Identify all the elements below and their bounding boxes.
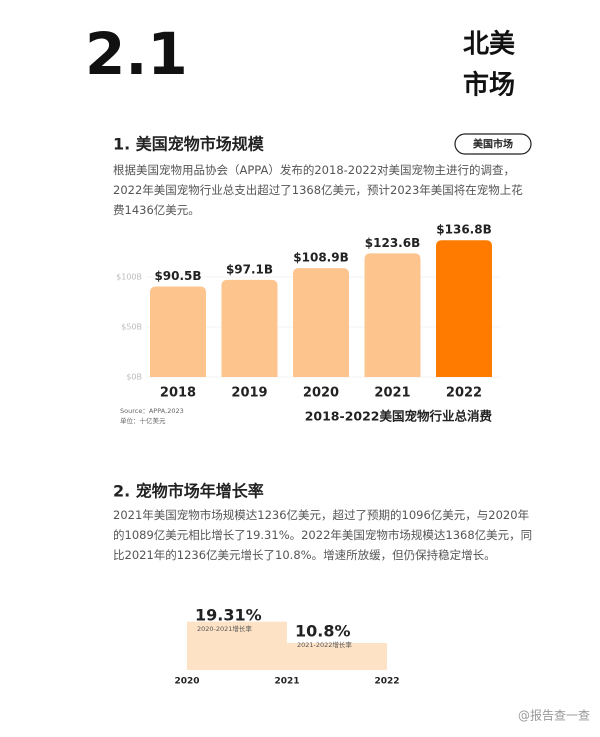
growth-segment (287, 643, 387, 670)
chart-title: 2018-2022美国宠物行业总消费 (305, 409, 493, 424)
x-tick-label: 2021 (274, 677, 299, 687)
value-label: $97.1B (226, 262, 273, 276)
region-title: 北美 (463, 29, 515, 60)
bar (364, 253, 421, 377)
value-label: $108.9B (293, 251, 348, 265)
section-title: 1. 美国宠物市场规模 (113, 135, 265, 154)
y-tick-label: $50B (121, 323, 142, 332)
x-tick-label: 2020 (174, 677, 199, 687)
y-tick-label: $0B (126, 373, 142, 382)
section-number: 2.1 (85, 20, 188, 88)
tag-pill (454, 133, 532, 155)
segment-label: 2021-2022增长率 (297, 640, 352, 649)
value-label: $123.6B (365, 236, 420, 250)
growth-segment (187, 621, 287, 670)
unit-note: 单位：十亿美元 (120, 416, 166, 425)
x-tick-label: 2022 (374, 677, 399, 687)
bar (436, 240, 492, 377)
section-title: 2. 宠物市场年增长率 (113, 482, 264, 501)
x-tick-label: 2019 (231, 386, 267, 401)
tag-label: 美国市场 (473, 138, 513, 151)
x-tick-label: 2018 (160, 386, 196, 401)
bar (293, 268, 349, 377)
paragraph: 根据美国宠物用品协会（APPA）发布的2018-2022对美国宠物主进行的调查，… (113, 163, 523, 217)
bar (150, 286, 206, 377)
value-label: $136.8B (436, 223, 491, 237)
value-label: 19.31% (195, 606, 262, 625)
source-note: Source：APPA,2023 (120, 407, 184, 415)
x-tick-label: 2021 (374, 386, 410, 401)
bar (221, 279, 278, 377)
x-tick-label: 2020 (303, 386, 339, 401)
y-tick-label: $100B (116, 273, 142, 282)
region-title: 市场 (463, 70, 515, 101)
x-tick-label: 2022 (446, 386, 482, 401)
segment-label: 2020-2021增长率 (197, 624, 252, 633)
value-label: 10.8% (295, 622, 351, 641)
value-label: $90.5B (154, 269, 201, 283)
paragraph: 2021年美国宠物市场规模达1236亿美元，超过了预期的1096亿美元，与202… (113, 508, 533, 562)
watermark: @报告查一查 (518, 708, 590, 723)
